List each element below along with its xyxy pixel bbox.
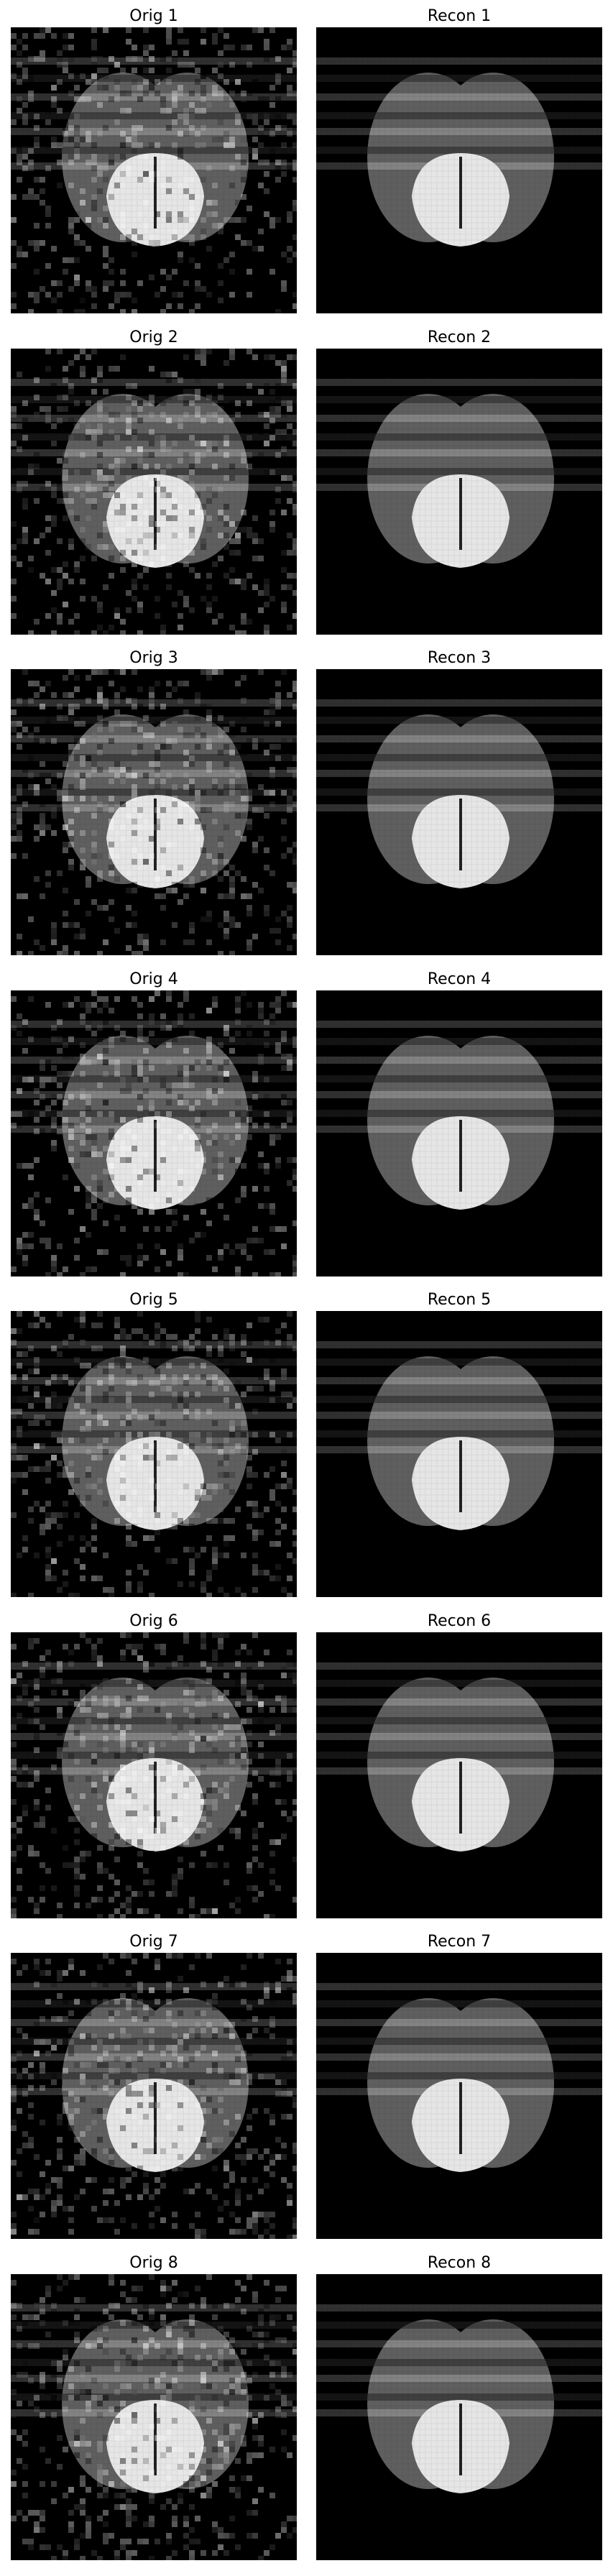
- pixel-grid: [11, 1953, 297, 2239]
- reconstructed-image: [316, 1953, 602, 2239]
- original-image: [11, 1311, 297, 1597]
- original-image: [11, 348, 297, 635]
- phantom-image: [11, 1953, 297, 2239]
- reconstructed-image: [316, 1311, 602, 1597]
- pixel-grid: [11, 669, 297, 955]
- reconstructed-image: [316, 669, 602, 955]
- pixel-grid: [316, 1311, 602, 1597]
- bright-core: [106, 2079, 204, 2172]
- phantom-image: [316, 348, 602, 635]
- reconstructed-image: [316, 1632, 602, 1918]
- noise-speckles: [11, 1953, 297, 2239]
- bright-core: [106, 2399, 204, 2493]
- panel-title: Orig 8: [129, 2253, 178, 2272]
- phantom-image: [316, 27, 602, 313]
- panel-title: Recon 6: [427, 1611, 492, 1630]
- panel-title: Orig 3: [129, 649, 178, 667]
- noise-speckles: [11, 1632, 297, 1918]
- panel-title: Recon 3: [427, 649, 492, 667]
- bright-core: [106, 1437, 204, 1530]
- bright-core: [106, 1116, 204, 1210]
- phantom-image: [316, 2273, 602, 2560]
- reconstructed-image: [316, 348, 602, 635]
- pixel-grid: [316, 348, 602, 635]
- original-image: [11, 990, 297, 1276]
- panel-title: Recon 2: [427, 328, 492, 346]
- noise-speckles: [11, 1311, 297, 1597]
- pixel-grid: [11, 990, 297, 1276]
- phantom-image: [316, 1953, 602, 2239]
- phantom-image: [11, 348, 297, 635]
- pixel-grid: [11, 348, 297, 635]
- pixel-grid: [11, 27, 297, 313]
- phantom-image: [316, 990, 602, 1276]
- phantom-image: [316, 1632, 602, 1918]
- phantom-image: [11, 990, 297, 1276]
- panel-title: Orig 1: [129, 7, 178, 25]
- original-image: [11, 27, 297, 313]
- phantom-image: [11, 1311, 297, 1597]
- panel-title: Orig 4: [129, 970, 178, 988]
- original-image: [11, 2273, 297, 2560]
- bright-core: [412, 1757, 510, 1852]
- bright-core: [412, 1116, 510, 1210]
- pixel-grid: [316, 1632, 602, 1918]
- pixel-grid: [11, 1311, 297, 1597]
- noise-speckles: [11, 669, 297, 955]
- bright-core: [106, 1757, 204, 1852]
- pixel-grid: [316, 27, 602, 313]
- panel-title: Orig 7: [129, 1933, 178, 1951]
- noise-speckles: [11, 348, 297, 635]
- bright-core: [412, 1437, 510, 1530]
- original-image: [11, 669, 297, 955]
- original-image: [11, 1953, 297, 2239]
- bright-core: [412, 474, 510, 568]
- pixel-grid: [316, 990, 602, 1276]
- phantom-image: [316, 669, 602, 955]
- bright-core: [412, 2399, 510, 2493]
- pixel-grid: [316, 669, 602, 955]
- pixel-grid: [11, 1632, 297, 1918]
- pixel-grid: [316, 2273, 602, 2560]
- phantom-image: [11, 669, 297, 955]
- panel-title: Recon 8: [427, 2253, 492, 2272]
- panel-title: Recon 1: [427, 7, 492, 25]
- phantom-image: [11, 1632, 297, 1918]
- bright-core: [106, 153, 204, 247]
- bright-core: [412, 795, 510, 888]
- phantom-image: [316, 1311, 602, 1597]
- bright-core: [106, 474, 204, 568]
- reconstructed-image: [316, 27, 602, 313]
- bright-core: [106, 795, 204, 888]
- panel-title: Orig 6: [129, 1611, 178, 1630]
- reconstructed-image: [316, 990, 602, 1276]
- bright-core: [412, 153, 510, 247]
- pixel-grid: [316, 1953, 602, 2239]
- pixel-grid: [11, 2273, 297, 2560]
- phantom-image: [11, 2273, 297, 2560]
- original-image: [11, 1632, 297, 1918]
- noise-speckles: [11, 990, 297, 1276]
- panel-title: Orig 2: [129, 328, 178, 346]
- panel-title: Recon 4: [427, 970, 492, 988]
- panel-title: Orig 5: [129, 1291, 178, 1309]
- panel-title: Recon 5: [427, 1291, 492, 1309]
- bright-core: [412, 2079, 510, 2172]
- noise-speckles: [11, 2273, 297, 2560]
- reconstructed-image: [316, 2273, 602, 2560]
- phantom-image: [11, 27, 297, 313]
- noise-speckles: [11, 27, 297, 313]
- panel-title: Recon 7: [427, 1933, 492, 1951]
